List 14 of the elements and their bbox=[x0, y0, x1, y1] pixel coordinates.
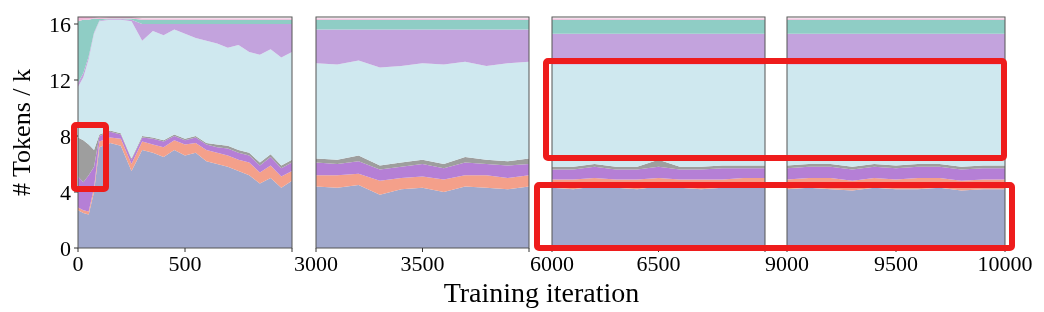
x-tick-label: 9500 bbox=[874, 251, 918, 276]
y-axis-title: # Tokens / k bbox=[7, 69, 36, 196]
x-tick-label: 6500 bbox=[636, 251, 681, 276]
x-tick-label: 500 bbox=[168, 251, 202, 276]
x-tick-label: 3000 bbox=[294, 251, 338, 276]
x-tick-label: 3500 bbox=[400, 251, 445, 276]
y-tick-label: 16 bbox=[49, 11, 71, 37]
x-axis-title: Training iteration bbox=[443, 277, 640, 308]
x-tick-label: 6000 bbox=[530, 251, 574, 276]
x-tick-label: 9000 bbox=[765, 251, 809, 276]
x-tick-label: 10000 bbox=[977, 251, 1033, 276]
y-tick-label: 8 bbox=[60, 123, 71, 149]
y-tick-label: 4 bbox=[60, 179, 71, 205]
y-tick-label: 12 bbox=[49, 67, 71, 93]
